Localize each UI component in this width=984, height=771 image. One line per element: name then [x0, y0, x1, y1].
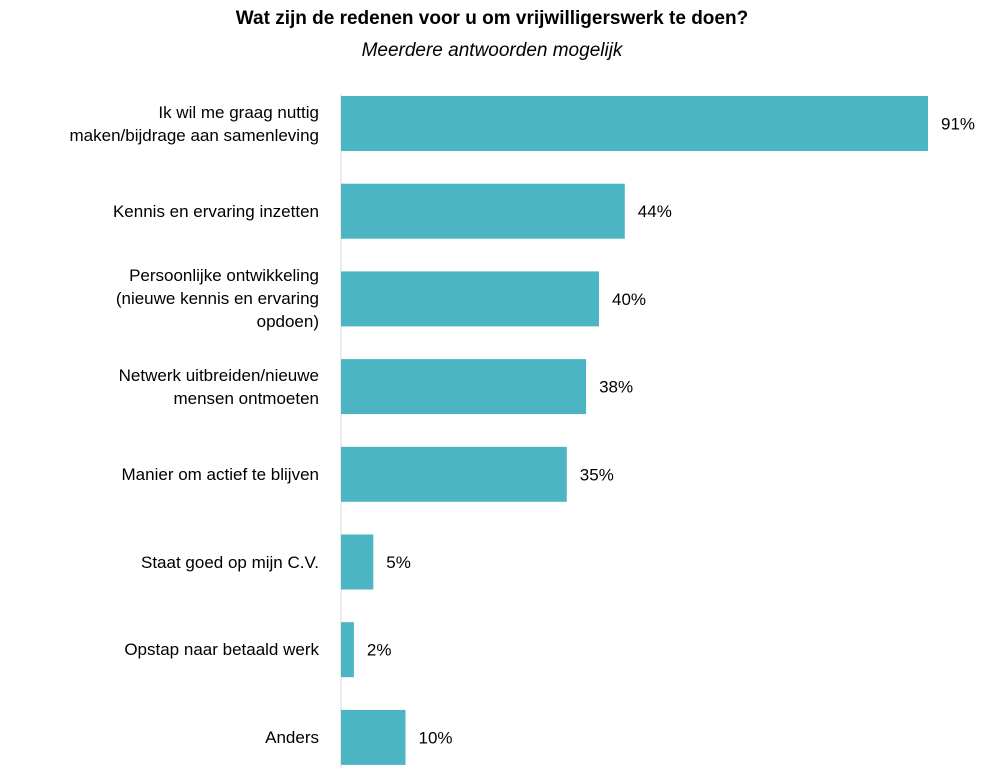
- value-label-3: 40%: [612, 290, 646, 309]
- category-label-line: Netwerk uitbreiden/nieuwe: [118, 365, 319, 385]
- category-label-7: Opstap naar betaald werk: [0, 638, 319, 661]
- category-label-5: Manier om actief te blijven: [0, 463, 319, 486]
- chart-title: Wat zijn de redenen voor u om vrijwillig…: [235, 8, 749, 29]
- bar-4: [341, 359, 587, 415]
- category-label-2: Kennis en ervaring inzetten: [0, 200, 319, 223]
- bar-3: [341, 271, 599, 327]
- bar-2: [341, 183, 625, 239]
- category-label-1: Ik wil me graag nuttig maken/bijdrage aan…: [0, 101, 320, 147]
- value-label-7: 2%: [367, 641, 392, 660]
- category-label-line: Manier om actief te blijven: [121, 464, 319, 484]
- bar-6: [341, 534, 374, 590]
- category-label-line: mensen ontmoeten: [173, 388, 319, 408]
- category-label-line: Ik wil me graag nuttig: [158, 102, 319, 122]
- value-label-6: 5%: [386, 553, 411, 572]
- category-label-3: Persoonlijke ontwikkeling (nieuwe kennis …: [0, 264, 319, 333]
- value-label-2: 44%: [638, 202, 672, 221]
- category-label-line: Anders: [265, 727, 319, 747]
- category-label-4: Netwerk uitbreiden/nieuwe mensen ontmoete…: [0, 364, 319, 410]
- value-label-5: 35%: [580, 465, 614, 484]
- category-label-line: Kennis en ervaring inzetten: [112, 201, 319, 221]
- category-label-line: opdoen): [256, 312, 319, 332]
- value-labels-group: 91% 44% 40% 38% 35% 5% 2% 10%: [367, 115, 975, 748]
- value-label-4: 38%: [599, 378, 633, 397]
- chart-subtitle: Meerdere antwoorden mogelijk: [361, 40, 623, 61]
- category-label-line: Opstap naar betaald werk: [124, 640, 319, 660]
- category-label-line: Staat goed op mijn C.V.: [141, 552, 319, 572]
- category-label-6: Staat goed op mijn C.V.: [0, 551, 319, 574]
- bar-5: [341, 446, 567, 502]
- bar-7: [341, 622, 354, 678]
- bars-group: [341, 96, 928, 765]
- bar-1: [341, 96, 928, 151]
- category-label-line: Persoonlijke ontwikkeling: [129, 266, 319, 286]
- category-label-line: maken/bijdrage aan samenleving: [69, 125, 320, 145]
- category-label-line: (nieuwe kennis en ervaring: [115, 289, 319, 309]
- value-label-1: 91%: [941, 115, 975, 134]
- value-label-8: 10%: [419, 728, 453, 747]
- bar-8: [341, 709, 406, 765]
- category-label-8: Anders: [0, 726, 319, 749]
